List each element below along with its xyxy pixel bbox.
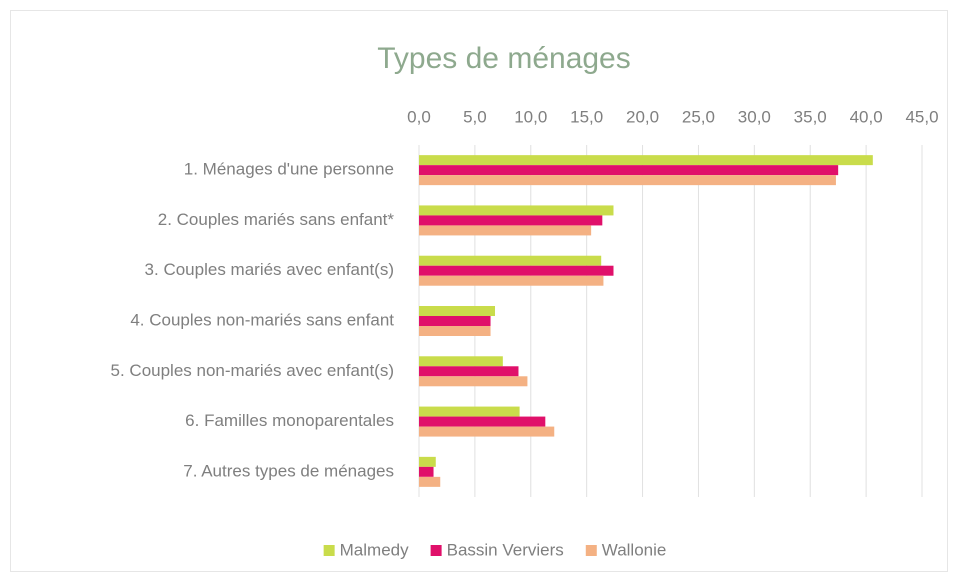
x-tick-label: 40,0 <box>850 107 883 126</box>
chart-border <box>10 10 948 572</box>
bar <box>419 225 592 236</box>
x-tick-label: 45,0 <box>905 107 938 126</box>
bar <box>419 205 614 216</box>
bar <box>419 326 491 336</box>
bar <box>419 165 839 176</box>
bar <box>419 406 520 417</box>
bar <box>419 215 603 226</box>
y-tick-label: 4. Couples non-mariés sans enfant <box>130 310 394 329</box>
bar <box>419 265 614 276</box>
bar <box>419 416 546 427</box>
bar <box>419 356 503 367</box>
bar <box>419 376 528 387</box>
bar <box>419 366 519 377</box>
bar <box>419 306 496 316</box>
legend-swatch <box>585 545 597 556</box>
x-tick-label: 5,0 <box>463 107 487 126</box>
legend-label: Malmedy <box>340 540 409 559</box>
x-tick-label: 25,0 <box>682 107 715 126</box>
legend-label: Bassin Verviers <box>447 540 564 559</box>
bar <box>419 426 555 437</box>
x-tick-label: 35,0 <box>794 107 827 126</box>
bar <box>419 175 836 186</box>
y-tick-label: 7. Autres types de ménages <box>183 461 394 480</box>
bar <box>419 255 602 266</box>
y-tick-label: 2. Couples mariés sans enfant* <box>158 210 395 229</box>
x-tick-label: 15,0 <box>570 107 603 126</box>
x-tick-label: 20,0 <box>626 107 659 126</box>
chart-title: Types de ménages <box>377 42 631 75</box>
legend-swatch <box>430 545 442 556</box>
y-tick-label: 6. Familles monoparentales <box>185 411 394 430</box>
y-tick-label: 3. Couples mariés avec enfant(s) <box>145 260 394 279</box>
legend-label: Wallonie <box>602 540 667 559</box>
bar <box>419 316 491 326</box>
x-tick-label: 30,0 <box>738 107 771 126</box>
bar <box>419 155 873 166</box>
y-tick-label: 5. Couples non-mariés avec enfant(s) <box>111 361 394 380</box>
bar <box>419 466 434 477</box>
bar <box>419 456 436 467</box>
bar <box>419 275 604 286</box>
x-tick-label: 0,0 <box>407 107 431 126</box>
bar <box>419 476 441 487</box>
x-tick-label: 10,0 <box>514 107 547 126</box>
legend-swatch <box>323 545 335 556</box>
y-tick-label: 1. Ménages d'une personne <box>184 160 394 179</box>
